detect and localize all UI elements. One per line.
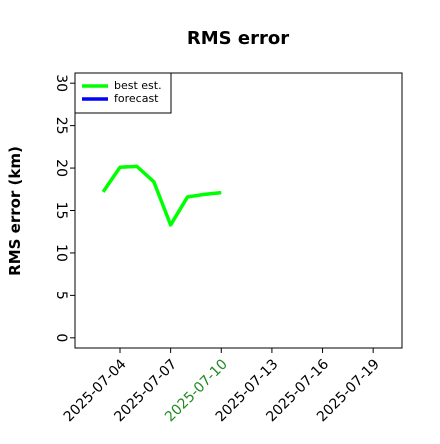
y-tick-label: 25	[53, 117, 69, 135]
y-tick-label: 10	[53, 244, 69, 262]
y-tick-label: 5	[53, 291, 69, 300]
y-axis-label: RMS error (km)	[6, 146, 24, 276]
y-tick-label: 15	[53, 202, 69, 220]
chart-title: RMS error	[187, 28, 289, 49]
y-tick-label: 30	[53, 74, 69, 92]
legend-label: forecast	[114, 92, 159, 105]
legend-box	[74, 72, 172, 114]
y-tick-label: 0	[53, 333, 69, 342]
legend-label: best est.	[114, 79, 162, 92]
y-tick-label: 20	[53, 159, 69, 177]
series-line	[101, 164, 222, 227]
plot-frame	[74, 72, 403, 349]
